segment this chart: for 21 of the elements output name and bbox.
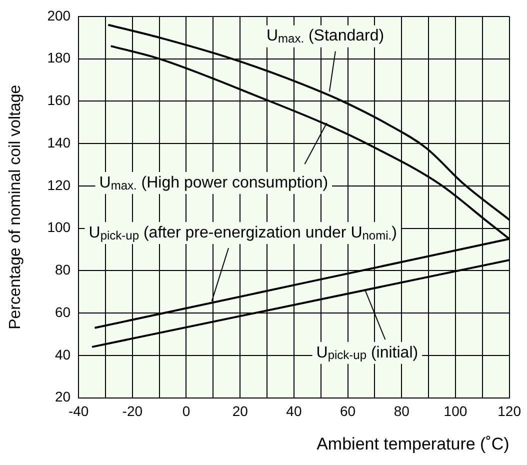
y-tick-label: 80	[54, 262, 71, 278]
y-tick-label: 100	[47, 219, 71, 236]
x-axis-title: Ambient temperature (˚C)	[316, 434, 510, 454]
x-tick-label: 80	[394, 403, 410, 420]
x-tick-label: -40	[68, 403, 89, 420]
y-tick-label: 60	[54, 304, 71, 320]
y-tick-label: 120	[47, 176, 71, 193]
y-tick-label: 200	[47, 7, 71, 24]
x-tick-label: 0	[182, 403, 190, 420]
y-tick-label: 40	[54, 346, 71, 362]
x-tick-label: 60	[340, 403, 356, 420]
y-axis-title: Percentage of nominal coil voltage	[7, 84, 24, 330]
y-tick-label: 160	[47, 92, 71, 108]
x-tick-label: 100	[444, 403, 468, 420]
y-tick-label: 140	[47, 134, 71, 150]
x-tick-label: 40	[286, 403, 302, 420]
x-tick-label: -20	[122, 403, 143, 420]
x-tick-label: 120	[498, 403, 522, 420]
y-tick-label: 20	[54, 388, 71, 405]
x-tick-label: 20	[232, 403, 248, 420]
y-tick-label: 180	[47, 50, 71, 66]
